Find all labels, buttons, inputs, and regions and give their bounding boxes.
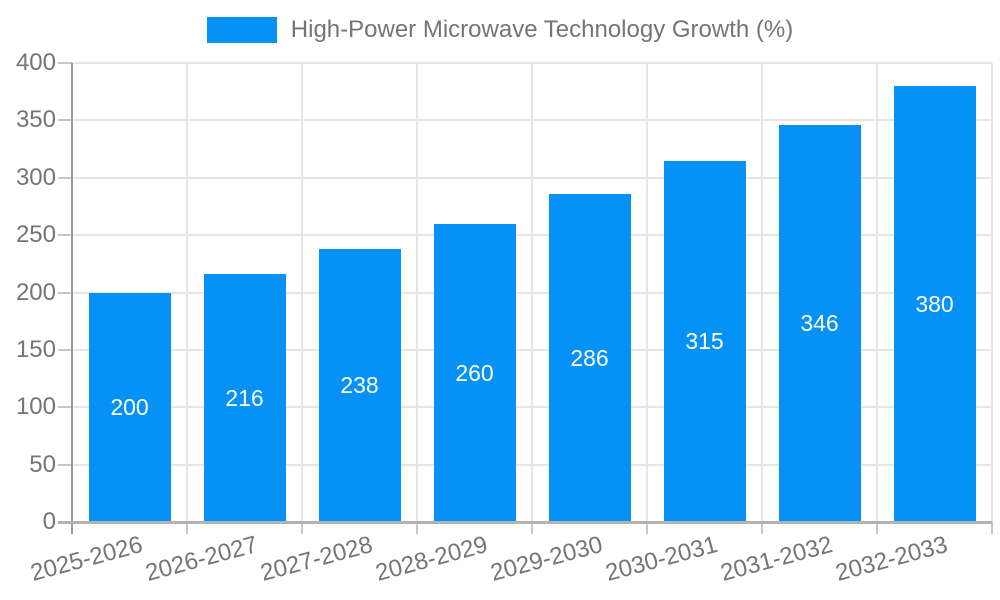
x-axis-tick	[761, 522, 763, 534]
x-gridline	[876, 63, 878, 522]
y-tick-label: 150	[15, 335, 56, 363]
y-axis-tick	[58, 119, 72, 122]
x-gridline	[416, 63, 418, 522]
legend-label: High-Power Microwave Technology Growth (…	[290, 16, 794, 43]
bar-value-label: 238	[340, 372, 379, 399]
bar-value-label: 200	[110, 394, 149, 421]
y-axis-tick	[58, 176, 72, 179]
x-axis-tick	[186, 522, 188, 534]
bar-value-label: 380	[915, 290, 954, 317]
y-tick-label: 350	[15, 106, 56, 134]
legend-swatch	[206, 17, 277, 43]
x-axis-tick	[416, 522, 418, 534]
x-axis-tick	[991, 522, 993, 534]
x-gridline	[761, 63, 763, 522]
bar-value-label: 346	[800, 310, 839, 337]
x-axis-tick	[531, 522, 533, 534]
x-tick-label: 2029-2030	[487, 531, 606, 587]
x-tick-label: 2026-2027	[142, 531, 261, 587]
bar	[318, 248, 401, 522]
y-tick-label: 250	[15, 221, 56, 249]
x-tick-label: 2032-2033	[832, 531, 951, 587]
x-axis-line	[58, 521, 992, 524]
bar	[548, 193, 631, 522]
bar-value-label: 286	[570, 344, 609, 371]
x-gridline	[186, 63, 188, 522]
y-tick-label: 200	[15, 278, 56, 306]
y-axis-tick	[58, 348, 72, 351]
y-axis-tick	[58, 406, 72, 409]
bar	[88, 292, 171, 522]
bar	[778, 124, 861, 522]
x-gridline	[531, 63, 533, 522]
y-axis-tick	[58, 62, 72, 64]
bar-value-label: 260	[455, 359, 494, 386]
x-axis-tick	[301, 522, 303, 534]
y-tick-label: 0	[42, 508, 56, 535]
x-tick-label: 2028-2029	[372, 531, 491, 587]
bar	[203, 274, 286, 522]
y-axis-line	[71, 63, 73, 534]
bar	[893, 85, 976, 522]
x-gridline	[301, 63, 303, 522]
y-tick-label: 300	[15, 163, 56, 191]
y-tick-label: 100	[15, 393, 56, 421]
x-tick-label: 2030-2031	[602, 531, 721, 587]
x-gridline	[646, 63, 648, 522]
y-tick-label: 50	[29, 450, 56, 478]
y-axis-tick	[58, 463, 72, 466]
y-axis-tick	[58, 291, 72, 294]
x-tick-label: 2027-2028	[257, 531, 376, 587]
x-tick-label: 2025-2026	[27, 531, 146, 587]
x-gridline	[991, 63, 993, 522]
x-axis-tick	[646, 522, 648, 534]
bar	[663, 160, 746, 522]
x-tick-label: 2031-2032	[717, 531, 836, 587]
x-axis-tick	[876, 522, 878, 534]
legend: High-Power Microwave Technology Growth (…	[0, 16, 1000, 44]
y-axis-tick	[58, 234, 72, 237]
bar-value-label: 216	[225, 385, 264, 412]
y-tick-label: 400	[15, 49, 56, 76]
bar-value-label: 315	[685, 328, 724, 355]
bar	[433, 223, 516, 522]
